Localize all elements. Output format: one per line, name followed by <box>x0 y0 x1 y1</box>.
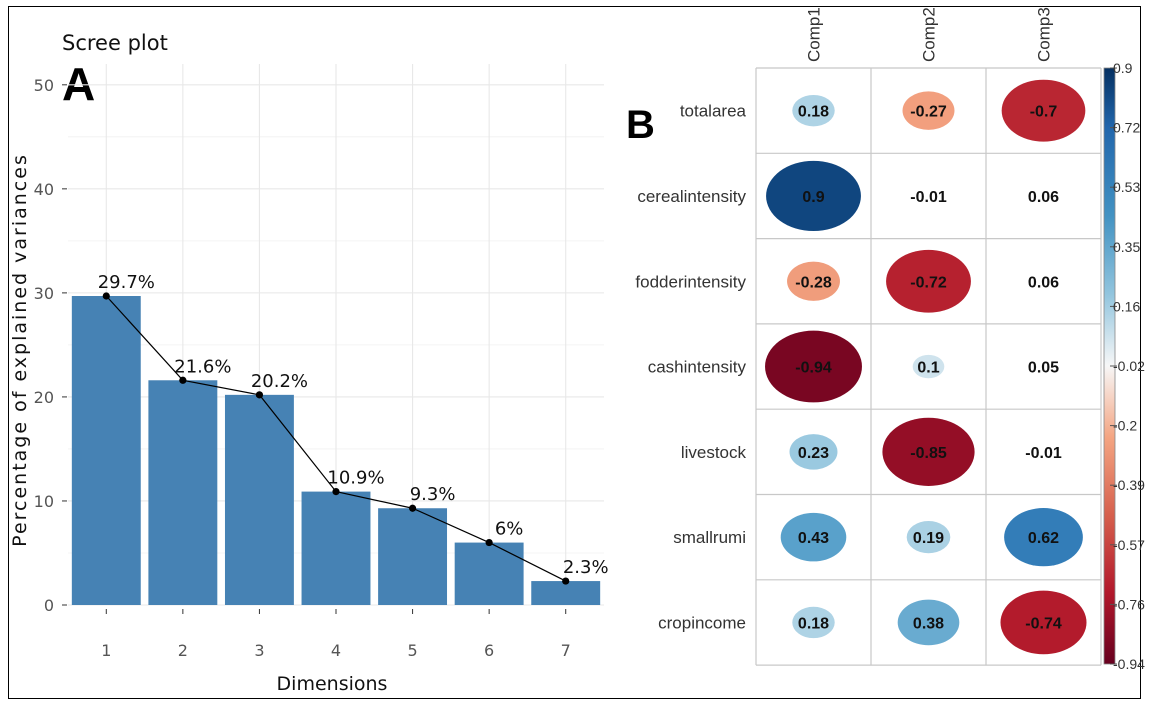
scree-data-label: 2.3% <box>563 557 609 578</box>
y-tick-label: 30 <box>34 284 54 303</box>
correlation-value: -0.27 <box>910 104 947 121</box>
panel-letter-b: B <box>626 103 655 147</box>
x-tick-label: 4 <box>331 641 341 660</box>
correlation-value: -0.85 <box>910 445 947 462</box>
scree-y-ticks: 0 10 20 30 40 50 <box>34 76 67 615</box>
x-tick-label: 6 <box>484 641 494 660</box>
scree-data-label: 10.9% <box>327 468 384 489</box>
scree-plot-panel: Scree plot A 29.7% 21.6% 20.2% 10.9% 9.3% 6% 2… <box>9 31 609 695</box>
correlation-value: -0.94 <box>795 360 832 377</box>
correlation-column-labels: Comp1 Comp2 Comp3 <box>805 7 1054 62</box>
correlation-value: 0.9 <box>802 189 824 206</box>
y-tick-label: 20 <box>34 388 54 407</box>
scree-point <box>103 292 110 299</box>
scree-data-label: 6% <box>495 519 524 540</box>
scree-point <box>256 391 263 398</box>
scree-point <box>409 505 416 512</box>
correlation-value: 0.62 <box>1028 530 1059 547</box>
colorbar-tick-label: -0.39 <box>1113 477 1145 493</box>
row-label: cropincome <box>658 613 746 632</box>
colorbar-tick-label: 0.35 <box>1113 239 1140 255</box>
scree-data-label: 9.3% <box>410 484 456 505</box>
correlation-value: 0.38 <box>913 615 944 632</box>
colorbar-tick-label: -0.2 <box>1113 418 1137 434</box>
correlation-plot-panel: B 0.18 -0.27 -0.7 0.9 -0.01 0.06 -0.28 -0.72 0.0… <box>626 7 1145 672</box>
x-tick-label: 1 <box>101 641 111 660</box>
colorbar-tick-label: -0.02 <box>1113 358 1145 374</box>
scree-bar <box>148 380 217 605</box>
correlation-grid: 0.18 -0.27 -0.7 0.9 -0.01 0.06 -0.28 -0.72 0.06 -… <box>756 68 1101 665</box>
correlation-value: 0.18 <box>798 104 829 121</box>
correlation-value: 0.18 <box>798 615 829 632</box>
y-tick-label: 50 <box>34 76 54 95</box>
panel-letter-a: A <box>62 58 95 110</box>
scree-point <box>332 488 339 495</box>
scree-point <box>562 577 569 584</box>
correlation-value: -0.28 <box>795 274 832 291</box>
row-label: smallrumi <box>673 528 746 547</box>
correlation-value: -0.01 <box>910 189 947 206</box>
colorbar-tick-label: 0.72 <box>1113 120 1140 136</box>
colorbar-tick-label: -0.94 <box>1113 656 1145 672</box>
scree-plot-title: Scree plot <box>62 31 168 55</box>
correlation-value: 0.1 <box>917 360 939 377</box>
x-tick-label: 5 <box>407 641 417 660</box>
scree-x-ticks: 1 2 3 4 5 6 7 <box>101 609 571 660</box>
correlation-value: 0.06 <box>1028 189 1059 206</box>
correlation-value: 0.06 <box>1028 274 1059 291</box>
correlation-value: 0.43 <box>798 530 829 547</box>
colorbar-tick-label: -0.76 <box>1113 596 1145 612</box>
correlation-value: -0.7 <box>1030 104 1058 121</box>
scree-data-label: 21.6% <box>174 356 231 377</box>
scree-point <box>179 377 186 384</box>
row-label: cerealintensity <box>637 187 746 206</box>
x-tick-label: 7 <box>561 641 571 660</box>
correlation-value: -0.74 <box>1025 615 1062 632</box>
colorbar-tick-label: -0.57 <box>1113 537 1145 553</box>
scree-data-label: 29.7% <box>98 272 155 293</box>
scree-bar <box>302 492 371 605</box>
scree-bar <box>225 395 294 605</box>
row-label: cashintensity <box>648 358 747 377</box>
row-label: totalarea <box>680 102 747 121</box>
correlation-row-labels: totalarea cerealintensity fodderintensity c… <box>635 102 746 633</box>
colorbar-tick-label: 0.53 <box>1113 179 1140 195</box>
correlation-value: 0.19 <box>913 530 944 547</box>
x-tick-label: 3 <box>254 641 264 660</box>
correlation-value: -0.72 <box>910 274 947 291</box>
correlation-value: 0.23 <box>798 445 829 462</box>
y-tick-label: 10 <box>34 492 54 511</box>
scree-bar <box>378 508 447 605</box>
colorbar-tick-label: 0.16 <box>1113 298 1140 314</box>
scree-point <box>486 539 493 546</box>
x-tick-label: 2 <box>178 641 188 660</box>
correlation-value: -0.01 <box>1025 445 1062 462</box>
column-label: Comp2 <box>920 7 939 62</box>
scree-y-axis-label: Percentage of explained variances <box>9 153 31 547</box>
scree-bar <box>72 296 141 605</box>
scree-data-label: 20.2% <box>251 371 308 392</box>
row-label: livestock <box>681 443 747 462</box>
correlation-value: 0.05 <box>1028 360 1059 377</box>
scree-bar <box>455 543 524 605</box>
row-label: fodderintensity <box>635 272 746 291</box>
y-tick-label: 0 <box>44 596 54 615</box>
colorbar-tick-label: 0.9 <box>1113 60 1133 76</box>
column-label: Comp1 <box>805 7 824 62</box>
column-label: Comp3 <box>1035 7 1054 62</box>
scree-x-axis-label: Dimensions <box>277 673 388 695</box>
y-tick-label: 40 <box>34 180 54 199</box>
